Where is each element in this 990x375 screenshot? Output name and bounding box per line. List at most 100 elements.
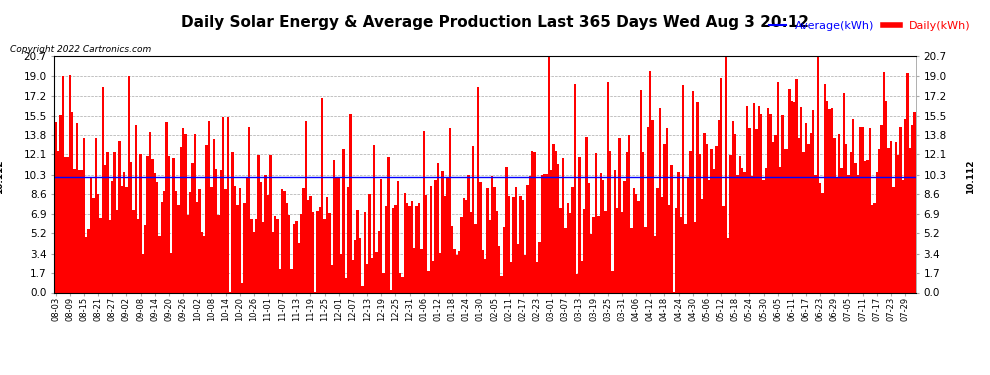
Bar: [213, 139, 215, 292]
Bar: [788, 89, 791, 292]
Bar: [852, 118, 854, 292]
Bar: [841, 168, 842, 292]
Bar: [631, 228, 633, 292]
Bar: [432, 261, 435, 292]
Bar: [668, 205, 670, 292]
Bar: [87, 229, 90, 292]
Bar: [767, 108, 769, 292]
Bar: [430, 186, 432, 292]
Bar: [142, 254, 145, 292]
Bar: [300, 214, 302, 292]
Bar: [378, 231, 380, 292]
Bar: [595, 153, 597, 292]
Bar: [559, 208, 561, 292]
Bar: [795, 79, 798, 292]
Bar: [333, 160, 336, 292]
Bar: [708, 180, 711, 292]
Bar: [520, 196, 522, 292]
Bar: [448, 128, 450, 292]
Bar: [859, 127, 861, 292]
Bar: [590, 234, 592, 292]
Bar: [295, 221, 298, 292]
Bar: [64, 156, 66, 292]
Bar: [151, 159, 153, 292]
Bar: [97, 194, 99, 292]
Bar: [715, 146, 718, 292]
Bar: [349, 114, 351, 292]
Text: Copyright 2022 Cartronics.com: Copyright 2022 Cartronics.com: [10, 45, 151, 54]
Bar: [680, 217, 682, 292]
Bar: [116, 210, 118, 292]
Bar: [805, 123, 807, 292]
Bar: [71, 112, 73, 292]
Bar: [477, 87, 479, 292]
Bar: [517, 244, 520, 292]
Text: 10.112: 10.112: [0, 160, 5, 194]
Bar: [706, 144, 708, 292]
Bar: [600, 172, 602, 292]
Bar: [699, 154, 701, 292]
Bar: [95, 138, 97, 292]
Bar: [911, 125, 914, 292]
Bar: [234, 186, 237, 292]
Bar: [399, 273, 401, 292]
Bar: [225, 189, 227, 292]
Bar: [83, 138, 85, 292]
Bar: [336, 178, 338, 292]
Bar: [319, 207, 321, 292]
Bar: [244, 203, 246, 292]
Bar: [550, 170, 552, 292]
Bar: [208, 121, 210, 292]
Bar: [883, 72, 885, 292]
Bar: [800, 107, 803, 292]
Bar: [382, 273, 385, 292]
Bar: [385, 206, 387, 292]
Bar: [737, 175, 739, 292]
Bar: [397, 181, 399, 292]
Bar: [541, 175, 543, 292]
Bar: [416, 206, 418, 292]
Bar: [493, 187, 496, 292]
Bar: [269, 155, 271, 292]
Bar: [170, 253, 172, 292]
Bar: [793, 102, 795, 292]
Bar: [343, 149, 345, 292]
Bar: [623, 181, 626, 292]
Bar: [628, 135, 631, 292]
Bar: [730, 155, 732, 292]
Bar: [890, 141, 892, 292]
Bar: [566, 202, 569, 292]
Bar: [175, 191, 177, 292]
Bar: [592, 217, 595, 292]
Bar: [696, 102, 699, 292]
Bar: [640, 90, 643, 292]
Bar: [356, 210, 358, 292]
Bar: [248, 127, 250, 292]
Bar: [373, 146, 375, 292]
Bar: [871, 205, 873, 292]
Bar: [762, 180, 764, 292]
Bar: [774, 135, 776, 292]
Bar: [172, 158, 175, 292]
Bar: [635, 194, 638, 292]
Bar: [791, 101, 793, 292]
Bar: [370, 258, 373, 292]
Bar: [472, 146, 474, 292]
Bar: [522, 200, 524, 292]
Bar: [167, 156, 170, 292]
Bar: [895, 142, 897, 292]
Bar: [822, 193, 824, 292]
Bar: [772, 142, 774, 292]
Bar: [573, 84, 576, 292]
Bar: [109, 220, 111, 292]
Bar: [875, 172, 878, 292]
Bar: [527, 186, 529, 292]
Bar: [703, 133, 706, 292]
Bar: [510, 262, 512, 292]
Bar: [453, 249, 455, 292]
Bar: [653, 236, 656, 292]
Bar: [725, 56, 727, 292]
Bar: [505, 167, 508, 292]
Bar: [609, 151, 612, 292]
Bar: [423, 131, 425, 292]
